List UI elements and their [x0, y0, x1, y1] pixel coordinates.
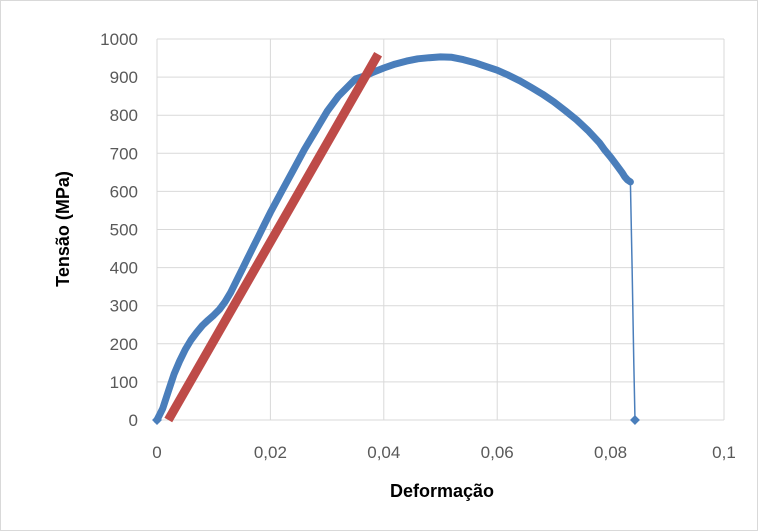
- y-tick-label: 1000: [100, 30, 138, 49]
- y-tick-label: 200: [110, 335, 138, 354]
- y-tick-label: 100: [110, 373, 138, 392]
- x-axis-title: Deformação: [390, 481, 494, 501]
- x-tick-label: 0,06: [481, 443, 514, 462]
- x-axis-tick-labels: 0 0,02 0,04 0,06 0,08 0,1: [152, 443, 736, 462]
- data-point-marker: [630, 415, 640, 425]
- x-tick-label: 0,04: [367, 443, 400, 462]
- x-tick-label: 0,08: [594, 443, 627, 462]
- x-tick-label: 0,02: [254, 443, 287, 462]
- y-axis-tick-labels: 0 100 200 300 400 500 600 700 800 900 1000: [100, 30, 138, 430]
- y-tick-label: 900: [110, 68, 138, 87]
- series-group: [152, 51, 640, 425]
- data-point-marker: [152, 415, 162, 425]
- y-tick-label: 400: [110, 259, 138, 278]
- y-tick-label: 700: [110, 144, 138, 163]
- linear-fit-line: [164, 51, 383, 423]
- gridlines: [156, 38, 725, 421]
- x-tick-label: 0: [152, 443, 161, 462]
- x-tick-label: 0,1: [712, 443, 736, 462]
- y-tick-label: 500: [110, 221, 138, 240]
- y-tick-label: 600: [110, 182, 138, 201]
- stress-strain-curve: [153, 53, 634, 424]
- y-tick-label: 300: [110, 297, 138, 316]
- fracture-drop-line: [629, 181, 636, 421]
- y-axis-title: Tensão (MPa): [53, 171, 73, 287]
- y-tick-label: 800: [110, 106, 138, 125]
- y-tick-label: 0: [129, 411, 138, 430]
